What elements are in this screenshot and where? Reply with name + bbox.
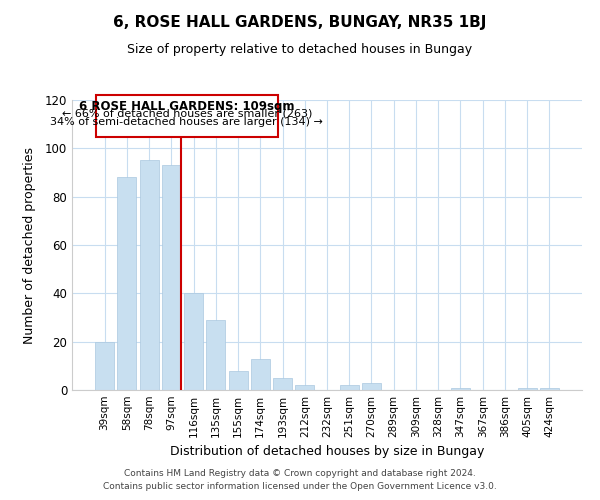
Text: Contains public sector information licensed under the Open Government Licence v3: Contains public sector information licen… (103, 482, 497, 491)
Bar (362, 383, 381, 390)
Bar (451, 388, 470, 390)
Bar (140, 160, 158, 390)
Bar (251, 358, 270, 390)
Bar (340, 385, 359, 390)
Text: 34% of semi-detached houses are larger (134) →: 34% of semi-detached houses are larger (… (50, 118, 323, 128)
Text: Size of property relative to detached houses in Bungay: Size of property relative to detached ho… (127, 42, 473, 56)
Bar (295, 385, 314, 390)
Bar (206, 320, 225, 390)
Bar (162, 166, 181, 390)
Bar (184, 294, 203, 390)
Text: Contains HM Land Registry data © Crown copyright and database right 2024.: Contains HM Land Registry data © Crown c… (124, 468, 476, 477)
Text: 6 ROSE HALL GARDENS: 109sqm: 6 ROSE HALL GARDENS: 109sqm (79, 100, 295, 112)
Bar (95, 342, 114, 390)
Bar (540, 388, 559, 390)
Text: ← 66% of detached houses are smaller (263): ← 66% of detached houses are smaller (26… (62, 108, 312, 118)
Bar (273, 378, 292, 390)
Text: 6, ROSE HALL GARDENS, BUNGAY, NR35 1BJ: 6, ROSE HALL GARDENS, BUNGAY, NR35 1BJ (113, 15, 487, 30)
Bar (518, 388, 536, 390)
Y-axis label: Number of detached properties: Number of detached properties (23, 146, 37, 344)
X-axis label: Distribution of detached houses by size in Bungay: Distribution of detached houses by size … (170, 446, 484, 458)
Bar (96, 95, 278, 138)
Bar (118, 178, 136, 390)
Bar (229, 370, 248, 390)
